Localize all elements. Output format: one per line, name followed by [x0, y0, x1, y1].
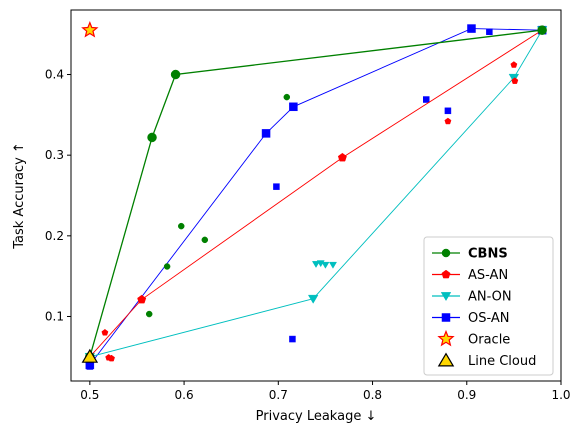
series-line-an-on: [89, 29, 543, 358]
legend-label: AS-AN: [468, 268, 508, 283]
legend-marker: [441, 269, 451, 279]
data-point-an-on: [321, 261, 330, 269]
legend-marker: [437, 352, 455, 367]
data-point-os-an: [467, 24, 476, 33]
series-line-cbns: [89, 29, 543, 357]
data-point-as-an: [137, 294, 147, 304]
x-tick-label: 0.6: [175, 388, 194, 402]
data-point-cbns: [178, 222, 185, 230]
data-point-as-an: [511, 77, 519, 84]
series-cbns: [85, 25, 547, 362]
data-point-as-an: [444, 117, 452, 125]
data-point-os-an: [289, 102, 298, 112]
data-point-cbns: [170, 69, 181, 80]
x-tick-label: 0.7: [269, 388, 288, 402]
data-point-os-an: [289, 335, 296, 343]
y-tick-label: 0.2: [45, 229, 64, 243]
x-tick-label: 0.5: [80, 388, 99, 402]
data-point-as-an: [101, 329, 109, 336]
data-point-cbns: [537, 25, 547, 35]
data-point-as-an: [108, 354, 115, 362]
data-point-os-an: [273, 183, 280, 190]
legend-entry-an-on: AN-ON: [432, 290, 512, 305]
legend: CBNS AS-AN AN-ON OS-AN Oracle Line Cloud: [423, 236, 554, 376]
x-tick-label: 1.0: [551, 388, 570, 402]
series-os-an: [85, 24, 547, 370]
y-axis-label: Task Accuracy ↑: [12, 142, 27, 250]
plot-area: [81, 21, 548, 370]
legend-label: Line Cloud: [468, 354, 536, 369]
data-point-os-an: [423, 96, 430, 103]
data-point-os-an: [444, 107, 452, 115]
data-point-os-an: [86, 363, 94, 370]
y-tick-label: 0.3: [45, 148, 64, 162]
data-point-cbns: [147, 132, 157, 143]
x-axis-label: Privacy Leakage ↓: [256, 409, 377, 424]
y-tick-label: 0.1: [45, 309, 64, 323]
x-tick-label: 0.8: [363, 388, 382, 402]
legend-marker: [441, 248, 451, 258]
legend-entry-line-cloud: Line Cloud: [437, 352, 536, 369]
legend-entry-as-an: AS-AN: [432, 268, 508, 283]
legend-marker: [441, 313, 451, 322]
legend-entry-os-an: OS-AN: [432, 311, 510, 326]
data-point-as-an: [337, 152, 347, 162]
legend-label: CBNS: [468, 247, 508, 262]
legend-box: [423, 236, 554, 376]
data-point-cbns: [283, 93, 291, 101]
data-point-os-an: [261, 129, 271, 138]
plot-frame: [70, 9, 562, 382]
data-point-cbns: [145, 310, 153, 318]
y-axis: 0.1 0.2 0.3 0.4: [45, 68, 71, 323]
y-tick-label: 0.4: [45, 68, 64, 82]
data-point-an-on: [328, 261, 337, 269]
x-axis: 0.5 0.6 0.7 0.8 0.9 1.0: [80, 381, 571, 402]
data-point-line-cloud: [81, 348, 99, 363]
data-point-an-on: [311, 261, 321, 268]
data-point-cbns: [163, 263, 171, 270]
x-tick-label: 0.9: [457, 388, 476, 402]
data-point-os-an: [486, 28, 493, 36]
series-oracle: [81, 21, 99, 38]
legend-entry-cbns: CBNS: [432, 247, 508, 262]
series-line-as-an: [89, 29, 543, 358]
legend-label: OS-AN: [468, 311, 510, 326]
legend-entry-oracle: Oracle: [437, 329, 510, 348]
series-line-cloud: [81, 348, 99, 363]
data-point-oracle: [81, 21, 99, 38]
legend-marker: [440, 292, 452, 302]
legend-label: Oracle: [468, 333, 510, 348]
legend-label: AN-ON: [468, 290, 512, 305]
data-point-cbns: [201, 236, 209, 244]
data-point-as-an: [510, 61, 518, 68]
legend-marker: [437, 329, 455, 347]
data-point-an-on: [307, 294, 319, 304]
